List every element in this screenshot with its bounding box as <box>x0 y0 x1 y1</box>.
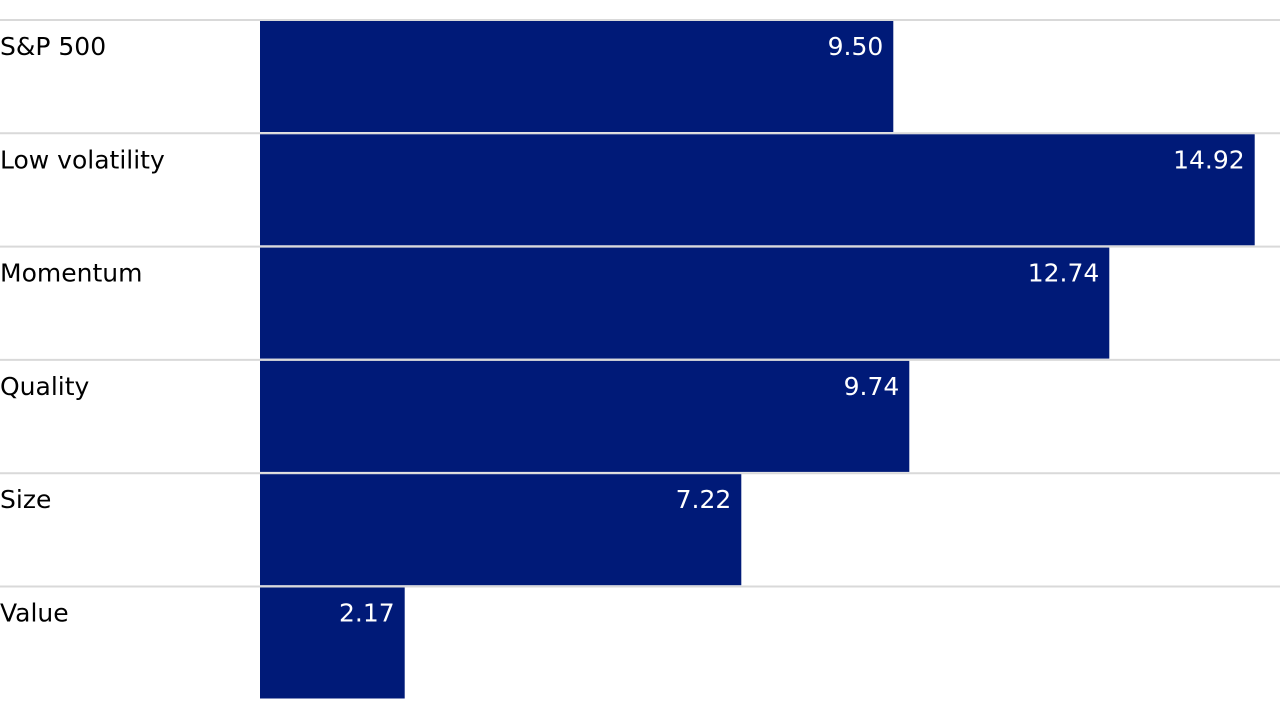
category-label: Momentum <box>0 259 142 288</box>
bar <box>260 587 405 699</box>
bar <box>260 21 894 132</box>
value-label: 14.92 <box>1173 145 1245 174</box>
bars-group <box>260 21 1255 699</box>
value-label: 7.22 <box>676 485 732 514</box>
category-labels: S&P 500 Low volatility Momentum Quality Size… <box>0 32 165 628</box>
value-labels: 9.50 14.92 12.74 9.74 7.22 2.17 <box>339 32 1245 628</box>
category-label: S&P 500 <box>0 32 106 61</box>
value-label: 9.50 <box>828 32 884 61</box>
bar <box>260 134 1255 246</box>
bar <box>260 360 910 472</box>
value-label: 2.17 <box>339 599 395 628</box>
row-separators <box>0 19 1280 588</box>
value-label: 9.74 <box>844 372 900 401</box>
category-label: Value <box>0 599 69 628</box>
category-label: Low volatility <box>0 145 165 174</box>
bar <box>260 474 742 586</box>
category-label: Quality <box>0 372 90 401</box>
value-label: 12.74 <box>1028 259 1100 288</box>
bar <box>260 247 1110 359</box>
category-label: Size <box>0 485 51 514</box>
